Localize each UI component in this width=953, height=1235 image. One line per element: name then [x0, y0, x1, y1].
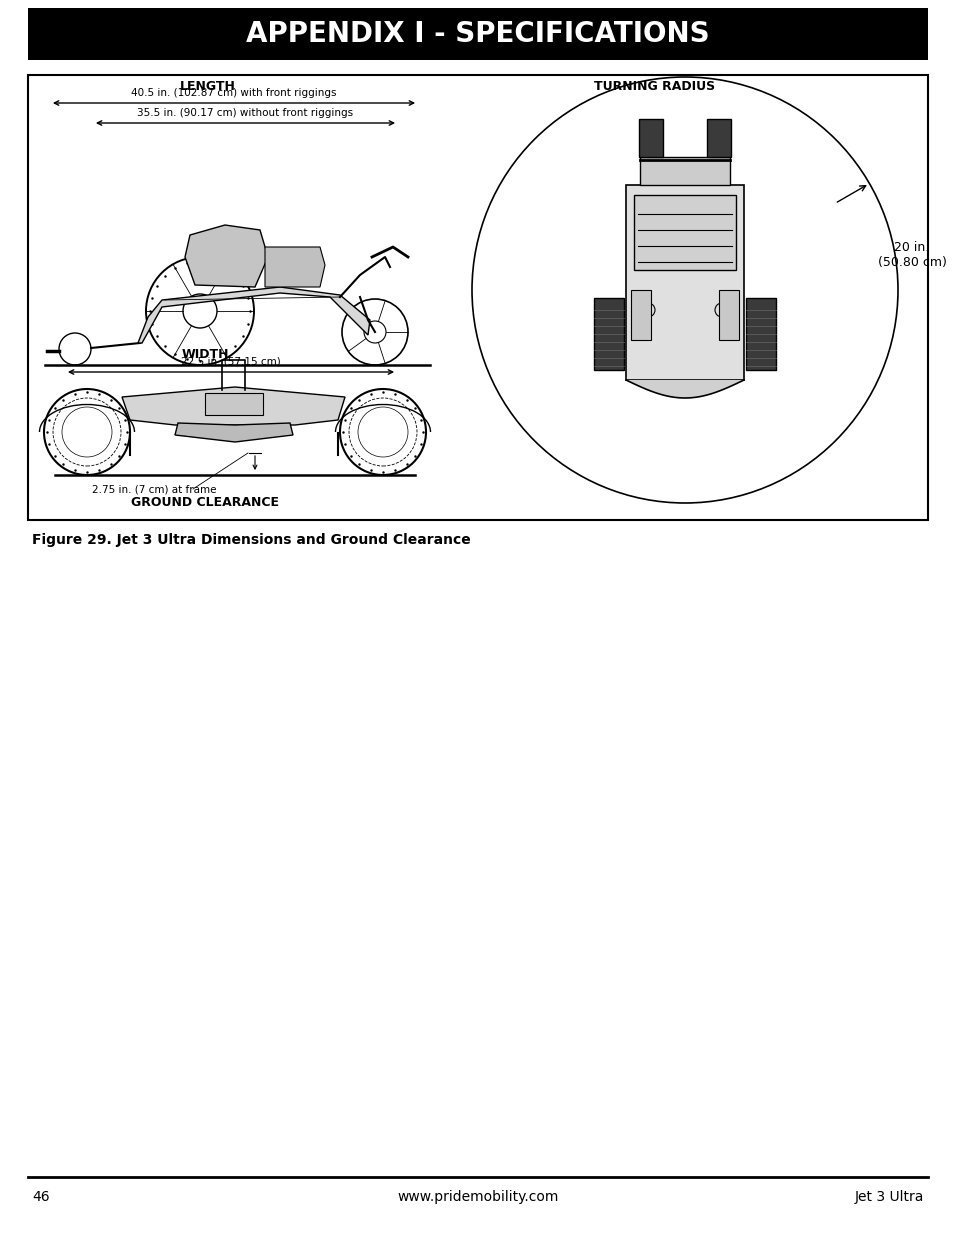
Text: www.pridemobility.com: www.pridemobility.com — [396, 1191, 558, 1204]
Bar — [594, 298, 623, 370]
Bar — [205, 393, 263, 415]
Text: 46: 46 — [32, 1191, 50, 1204]
Bar — [625, 185, 743, 380]
Bar — [745, 298, 775, 370]
Bar — [706, 119, 730, 157]
Text: 35.5 in. (90.17 cm) without front riggings: 35.5 in. (90.17 cm) without front riggin… — [137, 107, 354, 119]
Polygon shape — [625, 380, 743, 398]
Text: Figure 29. Jet 3 Ultra Dimensions and Ground Clearance: Figure 29. Jet 3 Ultra Dimensions and Gr… — [32, 534, 470, 547]
Bar — [639, 157, 729, 185]
Bar — [719, 290, 739, 340]
Text: APPENDIX I - SPECIFICATIONS: APPENDIX I - SPECIFICATIONS — [246, 20, 709, 48]
Bar — [630, 290, 650, 340]
Text: GROUND CLEARANCE: GROUND CLEARANCE — [131, 496, 278, 510]
Text: 2.75 in. (7 cm) at frame: 2.75 in. (7 cm) at frame — [91, 484, 216, 494]
Text: 40.5 in. (102.87 cm) with front riggings: 40.5 in. (102.87 cm) with front riggings — [132, 88, 336, 98]
Bar — [634, 195, 735, 270]
Polygon shape — [174, 424, 293, 442]
Polygon shape — [265, 247, 325, 287]
Bar — [639, 119, 662, 157]
Polygon shape — [185, 225, 268, 287]
Polygon shape — [138, 287, 370, 343]
Text: Jet 3 Ultra: Jet 3 Ultra — [854, 1191, 923, 1204]
Text: LENGTH: LENGTH — [179, 80, 235, 94]
Text: 20 in.
(50.80 cm): 20 in. (50.80 cm) — [877, 241, 945, 269]
Text: TURNING RADIUS: TURNING RADIUS — [594, 80, 715, 94]
Text: WIDTH: WIDTH — [181, 348, 229, 362]
Bar — [28, 7, 927, 61]
Bar — [28, 75, 927, 520]
Text: 22.5 in. (57.15 cm): 22.5 in. (57.15 cm) — [181, 357, 280, 367]
Polygon shape — [122, 387, 345, 425]
